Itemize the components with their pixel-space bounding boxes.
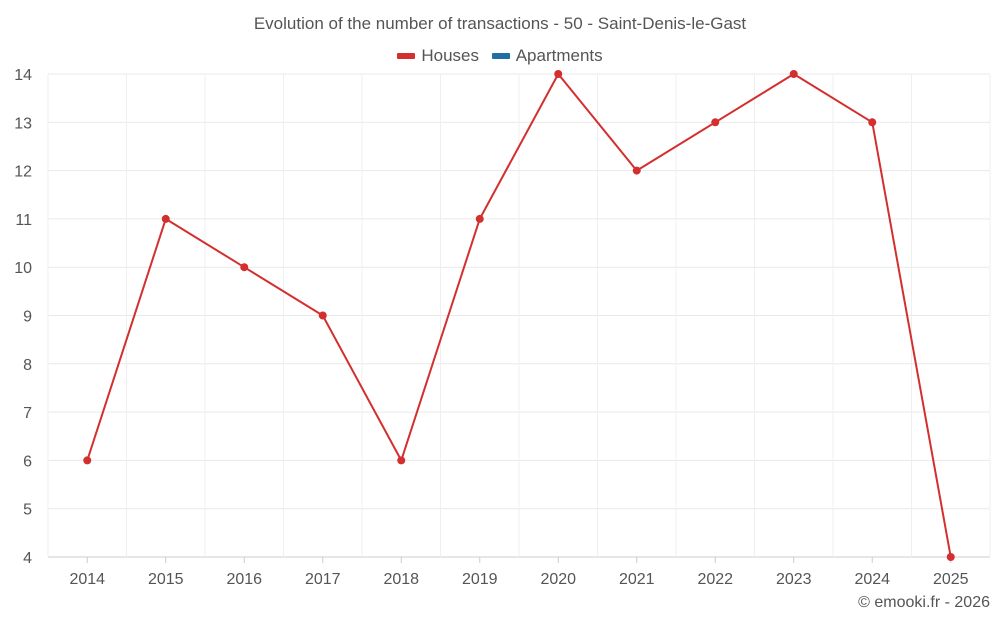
y-tick-label: 9: [23, 309, 32, 326]
legend: Houses Apartments: [0, 44, 1000, 66]
data-point[interactable]: [240, 263, 249, 272]
x-tick-label: 2023: [776, 571, 812, 588]
legend-item-houses[interactable]: Houses: [397, 46, 479, 66]
houses-swatch-icon: [397, 53, 416, 59]
y-tick-label: 14: [14, 67, 32, 84]
data-point[interactable]: [83, 456, 92, 465]
y-tick-label: 5: [23, 502, 32, 519]
data-point[interactable]: [789, 70, 798, 78]
data-point[interactable]: [632, 166, 641, 175]
series-houses: [83, 70, 955, 561]
y-tick-label: 7: [23, 405, 32, 422]
x-tick-label: 2024: [854, 571, 890, 588]
x-tick-label: 2020: [540, 571, 576, 588]
x-tick-label: 2025: [933, 571, 969, 588]
y-tick-label: 11: [15, 212, 32, 229]
x-tick-label: 2014: [69, 571, 105, 588]
x-tick-label: 2016: [226, 571, 262, 588]
data-point[interactable]: [868, 118, 877, 127]
credit: © emooki.fr - 2026: [858, 594, 990, 611]
data-point[interactable]: [161, 214, 170, 223]
x-axis: 2014 2015 2016 2017 2018 2019 2020 2021 2022 2023…: [69, 557, 969, 588]
y-tick-label: 12: [14, 164, 32, 181]
legend-item-apartments[interactable]: Apartments: [491, 46, 603, 66]
y-tick-label: 10: [14, 260, 32, 277]
apartments-swatch-icon: [491, 53, 510, 59]
legend-label-apartments: Apartments: [515, 46, 603, 65]
x-tick-label: 2019: [462, 571, 498, 588]
data-point[interactable]: [946, 553, 955, 561]
y-tick-label: 13: [14, 115, 32, 132]
y-tick-label: 6: [23, 453, 32, 470]
y-tick-label: 4: [23, 550, 32, 567]
chart-title: Evolution of the number of transactions …: [253, 14, 747, 33]
x-tick-label: 2021: [619, 571, 655, 588]
grid: [47, 73, 991, 558]
x-tick-label: 2022: [697, 571, 733, 588]
x-tick-label: 2017: [305, 571, 341, 588]
data-point[interactable]: [397, 456, 406, 465]
y-tick-label: 8: [23, 357, 32, 374]
x-tick-label: 2018: [383, 571, 419, 588]
data-point[interactable]: [475, 214, 484, 223]
series-line: [86, 73, 952, 558]
data-point[interactable]: [711, 118, 720, 127]
x-tick-label: 2015: [148, 571, 184, 588]
data-point[interactable]: [318, 311, 327, 320]
data-point[interactable]: [554, 70, 563, 78]
y-axis: 4 5 6 7 8 9 10 11 12 13 14: [14, 67, 32, 567]
legend-label-houses: Houses: [421, 46, 479, 65]
